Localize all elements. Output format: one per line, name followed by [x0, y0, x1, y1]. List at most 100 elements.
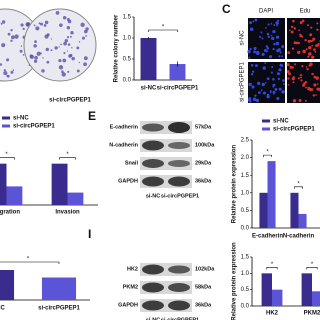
cell [262, 66, 266, 70]
colony [40, 22, 44, 26]
cell [306, 67, 309, 71]
cell [287, 84, 290, 86]
colony [61, 72, 66, 77]
cell [261, 37, 264, 40]
y-tick-label: 1.0 [241, 190, 250, 196]
significance-bracket [148, 29, 178, 32]
cell [304, 99, 307, 102]
colony [45, 47, 49, 52]
colony [3, 69, 7, 72]
colony [44, 20, 49, 25]
cell [272, 90, 276, 94]
cell [298, 98, 302, 102]
cell [288, 72, 292, 76]
bar [272, 289, 283, 306]
cell [308, 39, 312, 43]
colony [20, 45, 23, 47]
cell [307, 55, 310, 58]
colony [3, 71, 8, 76]
colony [33, 44, 37, 48]
cell [294, 63, 297, 66]
cell [254, 18, 258, 22]
bar [41, 277, 77, 300]
significance: * [66, 152, 69, 158]
protein-label: GAPDH [118, 178, 138, 184]
significance-bracket [294, 186, 303, 189]
cell [266, 94, 270, 99]
cell [270, 23, 273, 25]
cell [317, 83, 319, 85]
cell [308, 46, 312, 50]
band [142, 140, 164, 151]
colony [0, 22, 3, 25]
cell [305, 66, 308, 68]
band [168, 142, 190, 149]
cell [278, 55, 281, 58]
colony [19, 49, 23, 53]
cell [272, 47, 275, 51]
colony [64, 39, 68, 43]
bar [290, 192, 299, 228]
colony [67, 70, 70, 73]
x-tick-label: si-NC [0, 306, 5, 312]
cell [297, 50, 301, 55]
colony [78, 61, 81, 64]
colony [10, 28, 13, 32]
cell [302, 49, 306, 54]
size-label: 100kDa [195, 142, 215, 148]
colony [34, 40, 37, 44]
significance: * [5, 152, 8, 158]
colony [67, 43, 71, 46]
y-tick-label: 2.5 [241, 138, 250, 144]
cell [271, 36, 275, 41]
cell [278, 87, 282, 91]
bar [6, 186, 23, 205]
dish [23, 8, 97, 82]
colony [20, 23, 24, 27]
y-tick-label: 1.5 [123, 15, 132, 21]
y-axis-label: Relative protein expression [232, 144, 238, 223]
cell [276, 24, 278, 27]
cell [315, 76, 319, 80]
colony [14, 34, 19, 39]
cell [281, 90, 285, 94]
cell [261, 82, 265, 87]
significance: * [266, 150, 269, 156]
bar [261, 273, 272, 306]
cell [282, 79, 285, 82]
x-tick-label: PKM2 [304, 311, 320, 317]
cell [286, 70, 290, 73]
cell [315, 44, 318, 48]
protein-label: N-cadherin [109, 142, 138, 148]
legend-label: si-circPGPEP1 [13, 124, 55, 130]
cell [249, 47, 252, 51]
colony [66, 50, 69, 52]
y-tick-label: 1.5 [241, 173, 250, 179]
cell [300, 76, 302, 79]
colony [36, 51, 41, 56]
bar [0, 270, 15, 300]
cell [267, 35, 270, 39]
panel-label: E [88, 109, 96, 123]
colony [81, 36, 85, 40]
bar [140, 38, 157, 80]
colony [42, 57, 44, 59]
band [168, 160, 190, 167]
cell [303, 82, 306, 85]
cell [251, 85, 255, 89]
cell [258, 91, 261, 94]
x-tick-label: Migration [0, 210, 20, 216]
column-label: Edu [300, 9, 311, 15]
colony [10, 70, 14, 74]
cell [276, 19, 280, 22]
cell [272, 78, 275, 81]
cell [264, 26, 267, 29]
cell [291, 77, 295, 81]
colony [41, 69, 45, 73]
y-tick-label: 0.5 [241, 287, 250, 293]
colony [71, 47, 73, 49]
bar [51, 163, 68, 205]
cell [304, 38, 307, 42]
cell [249, 27, 254, 31]
